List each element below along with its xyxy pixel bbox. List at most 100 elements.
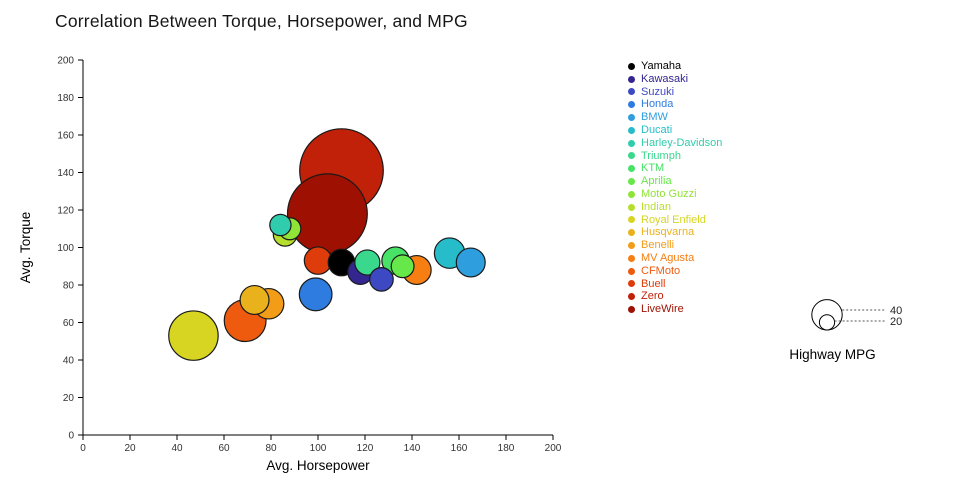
legend-dot-mv-agusta [628,254,635,262]
legend-item-triumph[interactable]: Triumph [628,150,722,163]
size-legend-value: 20 [890,316,902,328]
tick-label: 20 [124,443,136,454]
legend-label: CFMoto [641,264,681,277]
legend-label: Aprilia [641,175,672,188]
legend-item-zero[interactable]: Zero [628,290,722,303]
legend-dot-livewire [628,306,635,314]
legend-dot-husqvarna [628,229,635,237]
tick-label: 60 [63,318,75,329]
legend-item-cfmoto[interactable]: CFMoto [628,265,722,278]
legend-dot-benelli [628,242,635,250]
legend-dot-triumph [628,152,635,160]
tick-label: 80 [63,281,75,292]
bubble-aprilia[interactable] [390,254,415,279]
bubble-harley-davidson[interactable] [269,213,292,237]
legend-dot-bmw [628,114,635,122]
legend-label: Benelli [641,239,675,252]
legend-label: LiveWire [641,303,684,316]
legend-item-moto-guzzi[interactable]: Moto Guzzi [628,188,722,201]
legend-label: Harley-Davidson [641,136,723,149]
x-axis-label: Avg. Horsepower [266,458,370,473]
legend-dot-cfmoto [628,267,635,275]
chart-title: Correlation Between Torque, Horsepower, … [55,11,468,31]
legend-item-bmw[interactable]: BMW [628,111,722,124]
legend-dot-ducati [628,126,635,134]
brand-legend: Yamaha Kawasaki Suzuki Honda BMW Ducati Harley… [628,60,722,316]
tick-label: 0 [80,443,86,454]
legend-item-mv-agusta[interactable]: MV Agusta [628,252,722,265]
bubble-livewire[interactable] [286,173,368,255]
legend-dot-aprilia [628,178,635,186]
tick-label: 0 [68,431,74,442]
tick-label: 60 [218,443,230,454]
tick-label: 140 [57,168,74,179]
tick-label: 180 [498,443,515,454]
tick-label: 40 [171,443,183,454]
legend-item-yamaha[interactable]: Yamaha [628,60,722,73]
legend-item-livewire[interactable]: LiveWire [628,303,722,316]
legend-dot-kawasaki [628,75,635,83]
legend-item-kawasaki[interactable]: Kawasaki [628,73,722,86]
tick-label: 200 [545,443,562,454]
tick-label: 80 [265,443,277,454]
legend-label: Yamaha [641,60,682,72]
legend-label: Suzuki [641,85,675,98]
legend-label: KTM [641,162,665,175]
tick-label: 120 [357,443,374,454]
y-axis-label: Avg. Torque [18,212,33,284]
legend-item-harley-davidson[interactable]: Harley-Davidson [628,137,722,150]
bubble-suzuki[interactable] [369,266,394,292]
legend-dot-ktm [628,165,635,173]
legend-dot-yamaha [628,62,635,70]
size-legend-title: Highway MPG [789,347,876,362]
legend-dot-indian [628,203,635,211]
legend-label: Kawasaki [641,72,689,85]
tick-label: 100 [57,243,74,254]
legend-label: Triumph [641,149,681,162]
legend-label: BMW [641,111,668,124]
bubble-honda[interactable] [298,277,333,312]
legend-item-honda[interactable]: Honda [628,98,722,111]
bubble-buell[interactable] [303,246,333,275]
legend-item-ktm[interactable]: KTM [628,162,722,175]
legend-dot-royal-enfield [628,216,635,224]
legend-dot-harley-davidson [628,139,635,147]
legend-item-suzuki[interactable]: Suzuki [628,86,722,99]
legend-item-buell[interactable]: Buell [628,278,722,291]
bubble-bmw[interactable] [455,247,486,278]
legend-dot-suzuki [628,88,635,96]
tick-label: 100 [310,443,327,454]
legend-item-aprilia[interactable]: Aprilia [628,175,722,188]
legend-label: Zero [641,290,664,303]
tick-label: 160 [57,131,74,142]
tick-label: 40 [63,356,75,367]
bubble-husqvarna[interactable] [239,284,270,316]
legend-dot-zero [628,293,635,301]
legend-label: Moto Guzzi [641,187,697,200]
legend-item-royal-enfield[interactable]: Royal Enfield [628,214,722,227]
tick-label: 200 [57,56,74,67]
legend-label: Ducati [641,123,673,136]
tick-label: 160 [451,443,468,454]
tick-label: 20 [63,393,75,404]
bubble-triumph[interactable] [354,249,381,276]
legend-item-ducati[interactable]: Ducati [628,124,722,137]
legend-item-husqvarna[interactable]: Husqvarna [628,226,722,239]
legend-label: MV Agusta [641,251,695,264]
legend-label: Husqvarna [641,226,695,239]
bubble-royal-enfield[interactable] [168,310,219,361]
size-legend-value: 40 [890,305,902,317]
legend-dot-honda [628,101,635,109]
tick-label: 140 [404,443,421,454]
legend-item-benelli[interactable]: Benelli [628,239,722,252]
legend-label: Indian [641,200,671,213]
legend-label: Honda [641,98,674,111]
size-legend-circle-20 [818,314,836,331]
legend-label: Buell [641,277,666,290]
legend-label: Royal Enfield [641,213,706,226]
legend-item-indian[interactable]: Indian [628,201,722,214]
tick-label: 120 [57,206,74,217]
